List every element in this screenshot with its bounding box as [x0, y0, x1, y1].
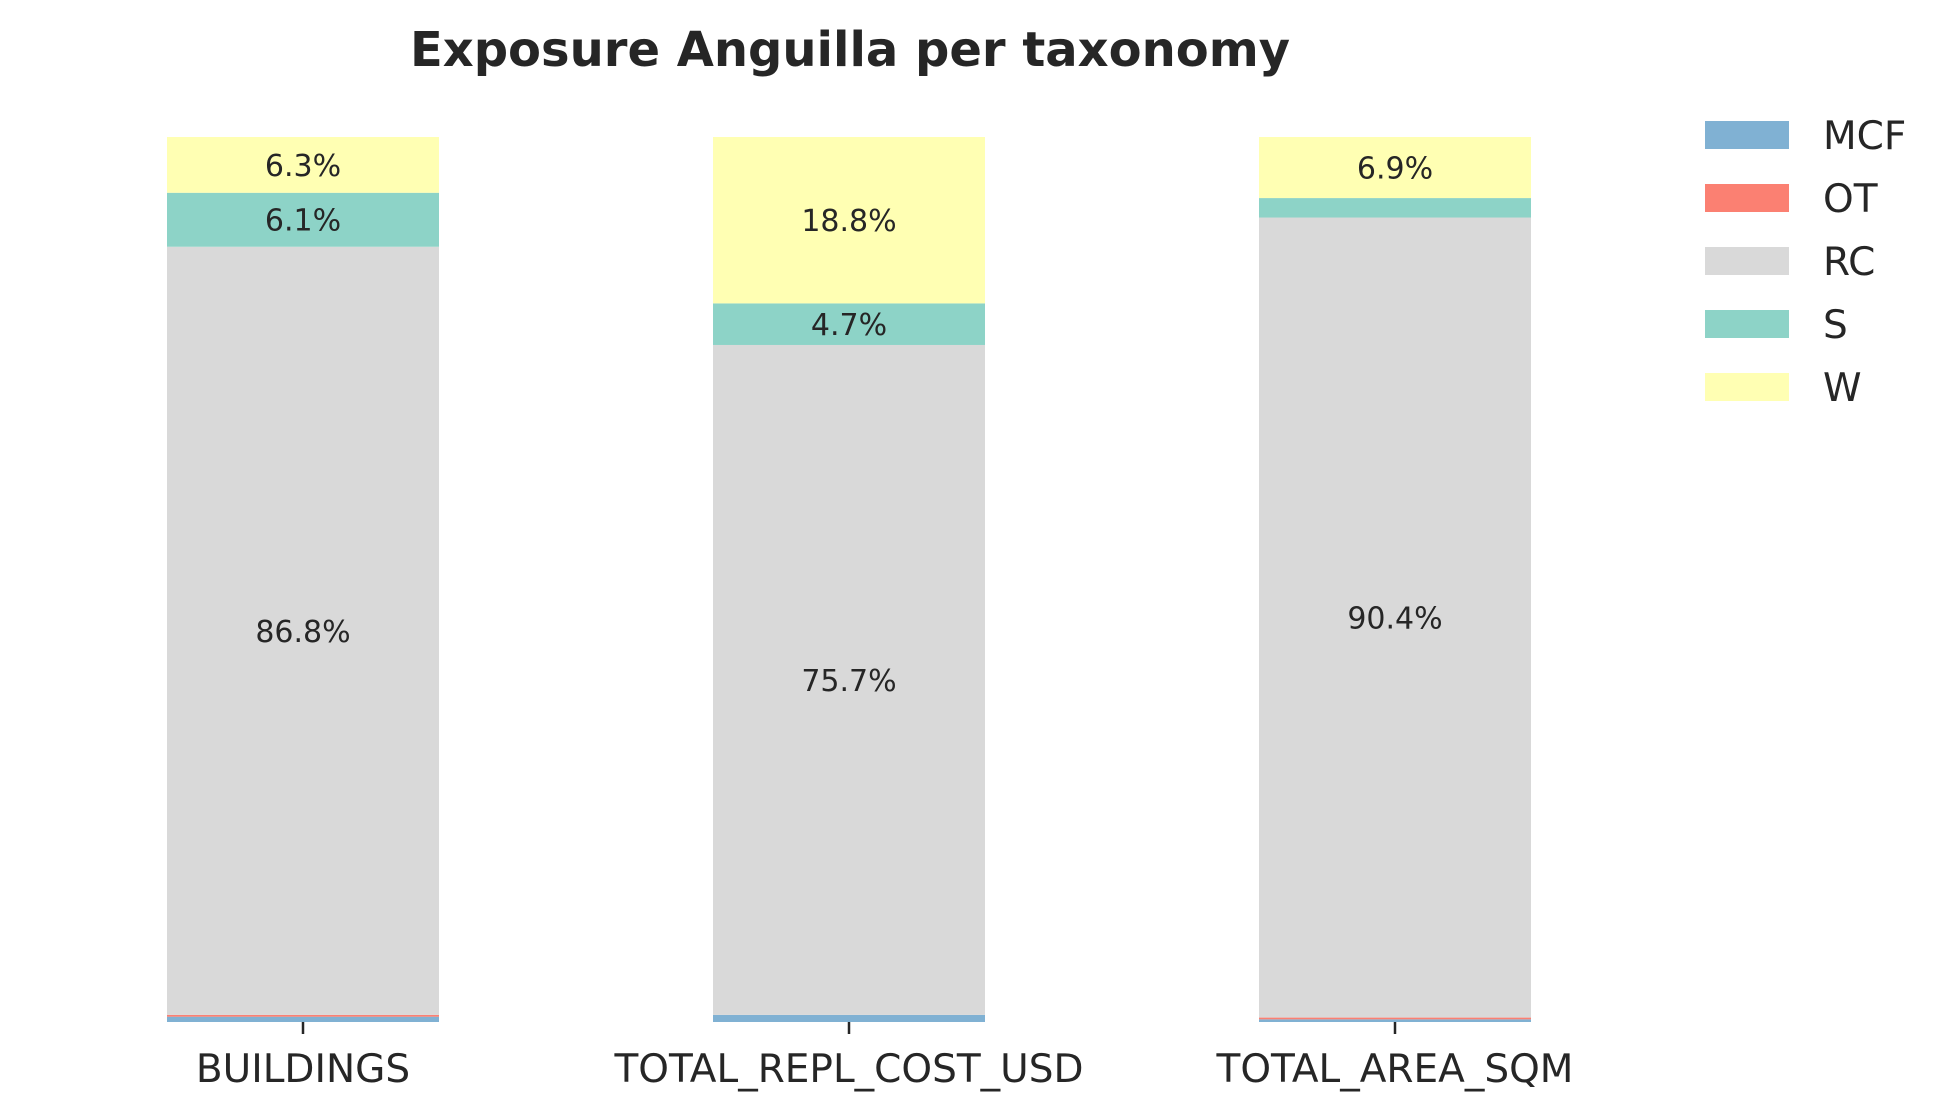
bar-segment-total-area-sqm-mcf: [1259, 1019, 1531, 1022]
bar-labels-group: 86.8% 6.1% 6.3% 75.7% 4.7% 18.8% 90.4% 6.9%: [255, 149, 1442, 699]
bar-segment-total-repl-cost-usd-rc: [713, 344, 985, 1015]
legend-label-s: S: [1823, 303, 1848, 348]
bar-segment-buildings-rc: [167, 246, 439, 1015]
legend-swatch-ot: [1705, 184, 1789, 212]
chart-title: Exposure Anguilla per taxonomy: [410, 22, 1290, 78]
legend-label-ot: OT: [1823, 177, 1878, 222]
legend-swatch-mcf: [1705, 121, 1789, 149]
data-label-total-repl-cost-usd-w: 18.8%: [801, 204, 896, 239]
bar-segment-total-area-sqm-rc: [1259, 217, 1531, 1018]
data-label-total-repl-cost-usd-s: 4.7%: [811, 308, 887, 343]
data-label-total-area-sqm-rc: 90.4%: [1347, 602, 1442, 637]
x-tick-label-buildings: BUILDINGS: [196, 1047, 410, 1092]
data-label-total-repl-cost-usd-rc: 75.7%: [801, 664, 896, 699]
legend-swatch-s: [1705, 310, 1789, 338]
legend-label-rc: RC: [1823, 240, 1875, 285]
legend: MCF OT RC SW: [1705, 114, 1906, 411]
bar-segment-total-repl-cost-usd-s: [713, 303, 985, 345]
bar-segment-buildings-mcf: [167, 1016, 439, 1022]
legend-label-w: W: [1823, 366, 1862, 411]
x-tick-label-total-repl-cost-usd: TOTAL_REPL_COST_USD: [613, 1047, 1083, 1092]
legend-swatch-w: [1705, 373, 1789, 401]
bar-segment-buildings-s: [167, 192, 439, 247]
bar-segment-buildings-w: [167, 137, 439, 193]
x-axis: BUILDINGS TOTAL_REPL_COST_USD TOTAL_AREA_S…: [196, 1022, 1574, 1092]
bar-segment-total-repl-cost-usd-w: [713, 137, 985, 304]
bars-group: [167, 137, 1531, 1022]
bar-segment-total-area-sqm-w: [1259, 137, 1531, 199]
data-label-total-area-sqm-w: 6.9%: [1357, 152, 1433, 187]
legend-swatch-rc: [1705, 247, 1789, 275]
bar-segment-total-area-sqm-s: [1259, 198, 1531, 218]
legend-label-mcf: MCF: [1823, 114, 1906, 159]
bar-segment-total-area-sqm-ot: [1259, 1017, 1531, 1020]
data-label-buildings-s: 6.1%: [265, 204, 341, 239]
x-tick-label-total-area-sqm: TOTAL_AREA_SQM: [1216, 1047, 1574, 1092]
bar-segment-total-repl-cost-usd-mcf: [713, 1014, 985, 1022]
data-label-buildings-rc: 86.8%: [255, 615, 350, 650]
data-label-buildings-w: 6.3%: [265, 149, 341, 184]
bar-segment-buildings-ot: [167, 1014, 439, 1017]
